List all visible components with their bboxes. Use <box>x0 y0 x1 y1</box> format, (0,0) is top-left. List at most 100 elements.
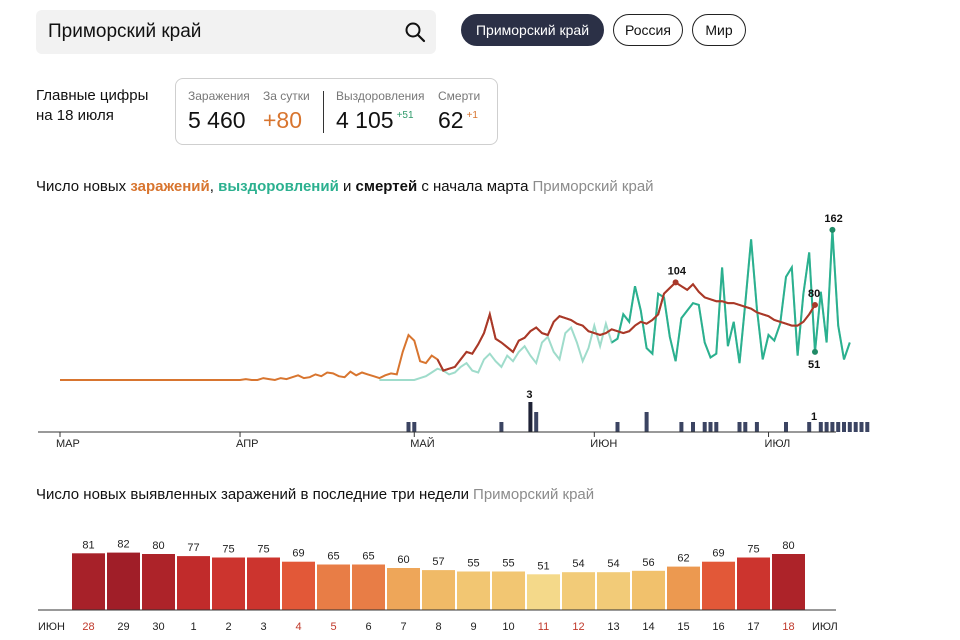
infections-last-label: 80 <box>808 288 820 300</box>
stat-deaths-label: Смерти <box>438 89 481 103</box>
title-infections: заражений <box>130 178 210 195</box>
tab-primorsky[interactable]: Приморский край <box>461 14 604 46</box>
bar-value-label: 54 <box>572 558 584 570</box>
bar <box>317 564 350 610</box>
month-end-label: ИЮЛ <box>812 621 838 633</box>
bar-value-label: 77 <box>187 542 199 554</box>
search-input[interactable]: Приморский край <box>36 10 436 54</box>
tab-russia[interactable]: Россия <box>613 14 683 46</box>
stat-recovered-value-wrap: 4 105 +51 <box>336 107 425 134</box>
bar-value-label: 65 <box>362 551 374 563</box>
x-tick-label: МАЙ <box>410 437 434 450</box>
death-bar <box>528 402 533 432</box>
death-bar <box>499 422 504 432</box>
deaths-peak-label: 3 <box>526 389 532 401</box>
bar <box>177 556 210 610</box>
bar <box>562 572 595 610</box>
stat-daily: За сутки +80 <box>263 89 310 134</box>
bar-category-label: 4 <box>295 621 301 633</box>
death-bar <box>702 422 707 432</box>
stat-recovered-label: Выздоровления <box>336 89 425 103</box>
death-bar <box>836 422 841 432</box>
death-bar <box>743 422 748 432</box>
bar-value-label: 54 <box>607 558 619 570</box>
bar-category-label: 28 <box>82 621 94 633</box>
bar-category-label: 2 <box>225 621 231 633</box>
bar-category-label: 7 <box>400 621 406 633</box>
bar <box>247 557 280 610</box>
death-bar <box>714 422 719 432</box>
stat-deaths-delta: +1 <box>466 110 478 121</box>
bar <box>107 552 140 610</box>
x-tick-label: ИЮН <box>590 438 617 450</box>
recovered-last-dot <box>812 348 818 355</box>
bar-category-label: 8 <box>435 621 441 633</box>
bar-value-label: 55 <box>502 558 514 570</box>
stats-card: Заражения 5 460 За сутки +80 Выздоровлен… <box>175 78 498 145</box>
bar <box>142 554 175 610</box>
death-bar <box>644 412 649 432</box>
bar-value-label: 80 <box>782 540 794 552</box>
death-bar <box>406 422 411 432</box>
title-part-4: и <box>338 178 356 195</box>
bar-value-label: 81 <box>82 539 94 551</box>
death-bar <box>842 422 846 432</box>
death-bar <box>708 422 713 432</box>
stat-recovered: Выздоровления 4 105 +51 <box>336 89 425 134</box>
bar-value-label: 62 <box>677 553 689 565</box>
bar-value-label: 75 <box>747 544 759 556</box>
death-bar <box>737 422 742 432</box>
bar-chart-title: Число новых выявленных заражений в после… <box>36 486 594 503</box>
bar-category-label: 9 <box>470 621 476 633</box>
bar <box>352 564 385 610</box>
bar <box>212 557 245 610</box>
death-bar <box>754 422 759 432</box>
bar-value-label: 51 <box>537 560 549 572</box>
title-recovered: выздоровлений <box>218 178 339 195</box>
recovered-peak-label: 162 <box>824 213 842 225</box>
stat-deaths-value: 62 <box>438 107 464 133</box>
bar <box>422 570 455 610</box>
bar-value-label: 56 <box>642 557 654 569</box>
recovered-line-recent <box>611 229 851 364</box>
x-tick-label: АПР <box>236 438 258 450</box>
bar-category-label: 11 <box>538 621 549 633</box>
bar-chart-title-text: Число новых выявленных заражений в после… <box>36 486 470 503</box>
bar-category-label: 13 <box>607 621 619 633</box>
bar-value-label: 55 <box>467 558 479 570</box>
stat-cases: Заражения 5 460 <box>188 89 250 134</box>
death-bar <box>865 422 870 432</box>
death-bar <box>830 422 835 432</box>
bar-category-label: 15 <box>677 621 689 633</box>
recovered-last-label: 51 <box>808 359 820 371</box>
death-bar <box>534 412 539 432</box>
death-bar <box>784 422 788 432</box>
x-tick-label: ИЮЛ <box>765 438 791 450</box>
title-deaths: смертей <box>355 178 418 195</box>
infections-peak-label: 104 <box>668 265 687 277</box>
tab-world[interactable]: Мир <box>692 14 746 46</box>
bar-value-label: 75 <box>222 544 234 556</box>
stat-cases-value: 5 460 <box>188 107 246 133</box>
bar-category-label: 14 <box>642 621 654 633</box>
bar-chart: 8128822980307717527536946556566075785595… <box>38 539 838 633</box>
bar-value-label: 69 <box>292 548 304 560</box>
death-bar <box>807 422 812 432</box>
infections-line-recent <box>436 281 816 372</box>
stat-recovered-value: 4 105 <box>336 107 394 133</box>
bar-value-label: 80 <box>152 540 164 552</box>
bar-category-label: 5 <box>330 621 336 633</box>
death-bar <box>824 422 829 432</box>
bar-value-label: 82 <box>117 539 129 551</box>
death-bar <box>412 422 417 432</box>
bar <box>737 557 770 610</box>
stat-recovered-delta: +51 <box>396 110 414 121</box>
death-bar <box>691 422 695 432</box>
title-part-6: с начала марта <box>417 178 529 195</box>
bar <box>702 561 735 610</box>
death-bar <box>615 422 620 432</box>
bar <box>597 572 630 610</box>
bar-category-label: 1 <box>190 621 196 633</box>
bar-category-label: 30 <box>152 621 164 633</box>
search-icon[interactable] <box>404 21 426 43</box>
